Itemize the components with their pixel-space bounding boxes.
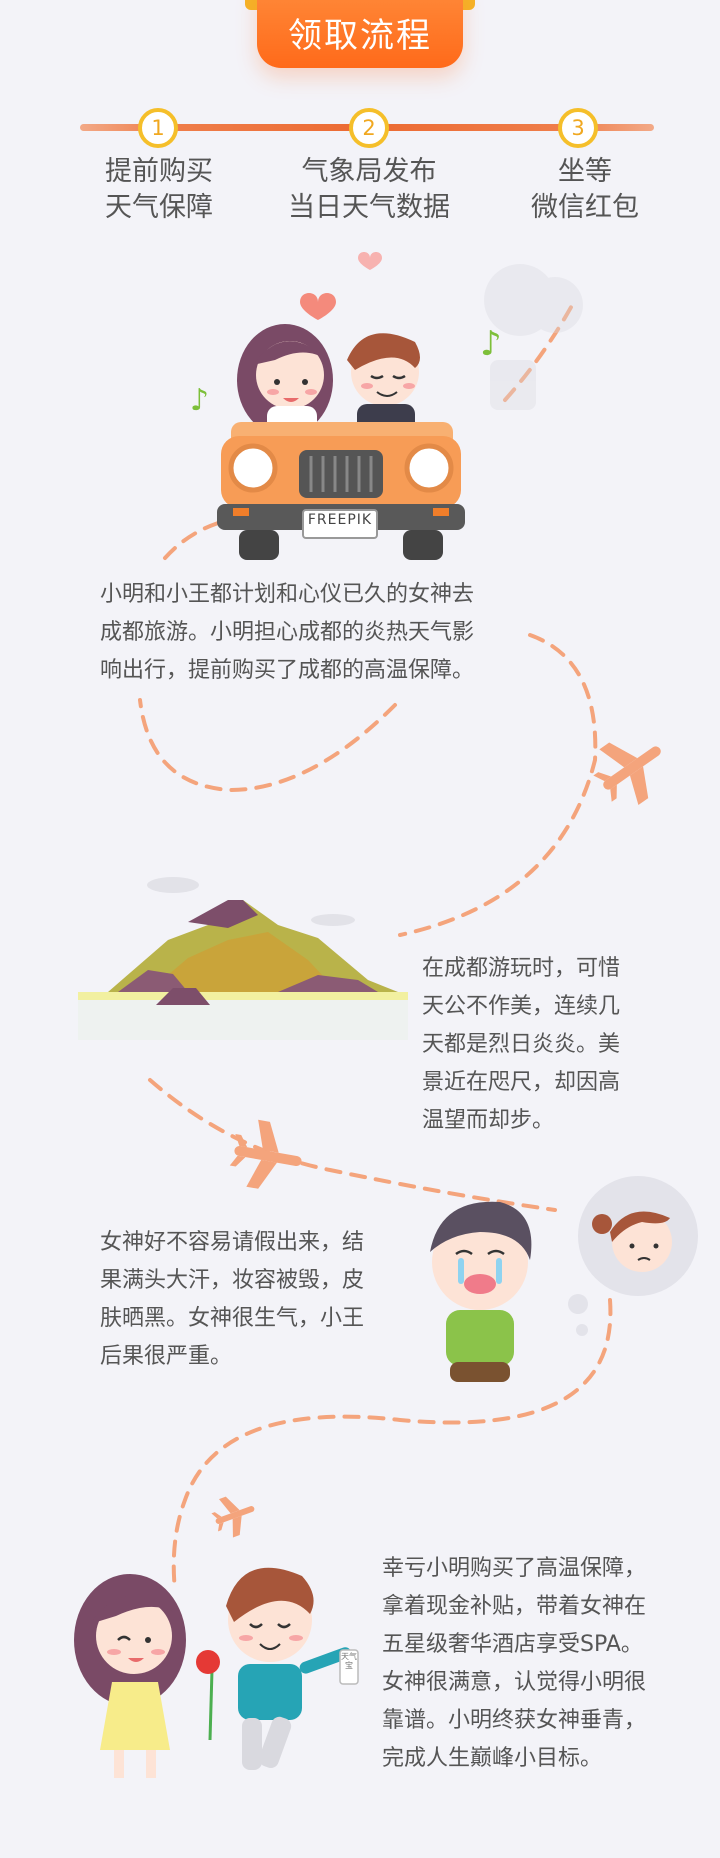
story-line: 在成都游玩时，可惜: [422, 956, 621, 981]
story-line: 五星级奢华酒店享受SPA。: [382, 1632, 643, 1657]
story-line: 小明和小王都计划和心仪已久的女神去: [100, 582, 475, 607]
step-3-label: 坐等 微信红包: [480, 154, 690, 226]
story-line: 果满头大汗，妆容被毁，皮: [100, 1268, 365, 1293]
step-3-badge: 3: [558, 108, 598, 148]
story-line: 成都旅游。小明担心成都的炎热天气影: [100, 620, 475, 645]
story-line: 靠谱。小明终获女神垂青，: [382, 1708, 647, 1733]
story-line: 拿着现金补贴，带着女神在: [382, 1594, 647, 1619]
story-line: 天都是烈日炎炎。美: [422, 1032, 621, 1057]
gift-card-label: 天气宝: [341, 1652, 357, 1670]
step-3-line1: 坐等: [558, 156, 612, 187]
airplane-icon: [211, 1496, 255, 1538]
happy-couple-illustration: [74, 1567, 359, 1778]
story-4-text: 幸亏小明购买了高温保障， 拿着现金补贴，带着女神在 五星级奢华酒店享受SPA。 …: [382, 1550, 682, 1778]
story-line: 景近在咫尺，却因高: [422, 1070, 621, 1095]
story-line: 后果很严重。: [100, 1344, 233, 1369]
header-banner: [257, 0, 463, 68]
airplane-icon: [593, 742, 661, 806]
mountain-landscape-illustration: [78, 877, 408, 1040]
step-2-line2: 当日天气数据: [288, 192, 450, 223]
license-plate-text: FREEPIK: [307, 512, 373, 528]
airplane-icon: [229, 1119, 302, 1189]
crying-boy-illustration: [430, 1176, 698, 1382]
story-line: 幸亏小明购买了高温保障，: [382, 1556, 647, 1581]
story-line: 女神很满意，认觉得小明很: [382, 1670, 647, 1695]
step-1-label: 提前购买 天气保障: [54, 154, 264, 226]
step-2-badge: 2: [349, 108, 389, 148]
step-2-line1: 气象局发布: [301, 156, 437, 187]
balloon-icon: [484, 264, 583, 410]
couple-car-illustration: [217, 324, 465, 560]
story-1-text: 小明和小王都计划和心仪已久的女神去 成都旅游。小明担心成都的炎热天气影 响出行，…: [100, 576, 540, 690]
story-line: 肤晒黑。女神很生气，小王: [100, 1306, 365, 1331]
story-2-text: 在成都游玩时，可惜 天公不作美，连续几 天都是烈日炎炎。美 景近在咫尺，却因高 …: [422, 950, 662, 1140]
story-line: 完成人生巅峰小目标。: [382, 1746, 603, 1771]
music-note-icon: ♪: [480, 324, 502, 364]
step-1-line2: 天气保障: [105, 192, 213, 223]
story-3-text: 女神好不容易请假出来，结 果满头大汗，妆容被毁，皮 肤晒黑。女神很生气，小王 后…: [100, 1224, 420, 1376]
story-line: 温望而却步。: [422, 1108, 555, 1133]
step-1-line1: 提前购买: [105, 156, 213, 187]
heart-icon: [300, 293, 336, 320]
story-line: 响出行，提前购买了成都的高温保障。: [100, 658, 475, 683]
heart-icon: [358, 252, 382, 270]
step-3-line2: 微信红包: [531, 192, 639, 223]
step-2-label: 气象局发布 当日天气数据: [264, 154, 474, 226]
story-line: 女神好不容易请假出来，结: [100, 1230, 365, 1255]
story-line: 天公不作美，连续几: [422, 994, 621, 1019]
step-1-badge: 1: [138, 108, 178, 148]
page-title: 领取流程: [288, 16, 432, 56]
music-note-icon: ♪: [190, 383, 209, 418]
